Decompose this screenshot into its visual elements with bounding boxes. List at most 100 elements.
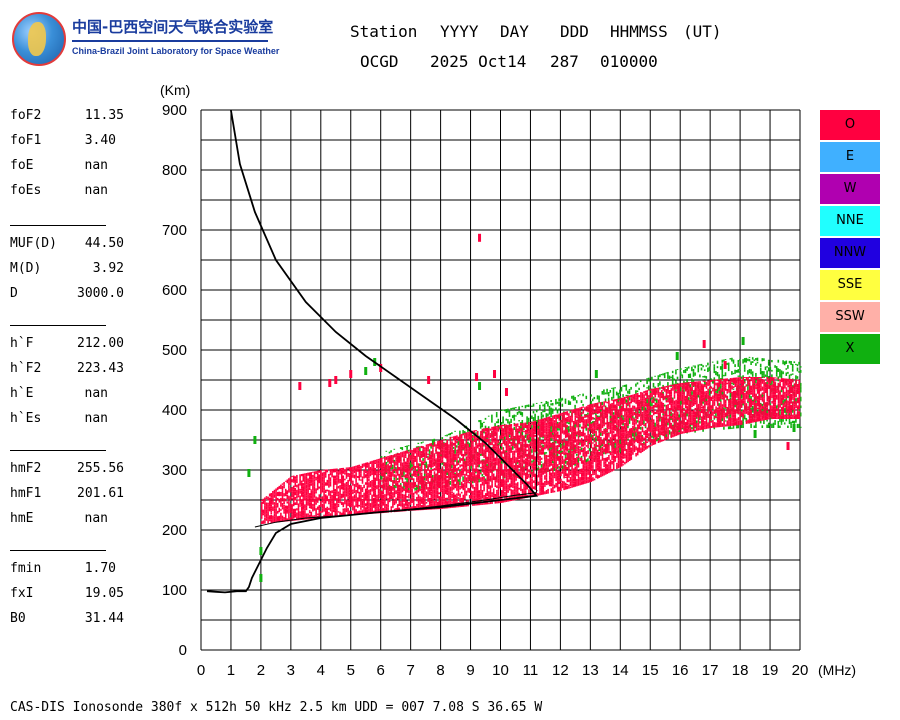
echo-pixel-O	[512, 473, 514, 477]
echo-pixel-O	[547, 467, 549, 470]
echo-pixel-O	[483, 460, 485, 462]
echo-pixel-O	[499, 448, 501, 453]
echo-pixel-O	[323, 490, 325, 494]
echo-pixel-O	[516, 444, 519, 448]
echo-pixel-O	[307, 478, 309, 483]
echo-pixel-O	[372, 491, 375, 494]
echo-pixel-O	[382, 483, 385, 487]
echo-pixel-O	[497, 480, 500, 484]
echo-pixel-O	[436, 455, 439, 460]
echo-pixel-X	[590, 434, 592, 440]
echo-pixel-O	[555, 476, 557, 482]
echo-pixel-O	[483, 501, 485, 505]
echo-pixel-O	[273, 508, 276, 511]
echo-pixel-X	[585, 440, 588, 442]
echo-pixel-O	[377, 470, 380, 474]
echo-pixel-O	[470, 462, 473, 466]
logo-name-english: China-Brazil Joint Laboratory for Space …	[72, 46, 280, 56]
echo-pixel-O	[504, 442, 506, 446]
echo-pixel-O	[307, 487, 309, 489]
echo-pixel-O	[368, 483, 370, 488]
echo-pixel-O	[547, 462, 549, 465]
echo-pixel-X	[545, 413, 548, 418]
echo-pixel-O	[366, 479, 369, 483]
echo-pixel-X	[601, 390, 604, 395]
echo-pixel-O	[323, 476, 325, 480]
echo-pixel-O	[435, 451, 437, 454]
echo-pixel-O	[497, 474, 500, 479]
echo-pixel-O	[476, 487, 479, 491]
echo-pixel-X	[391, 464, 394, 467]
echo-pixel-O	[510, 484, 513, 488]
echo-pixel-O	[481, 432, 484, 435]
echo-pixel-O	[537, 419, 540, 421]
echo-pixel-O	[422, 497, 425, 501]
echo-pixel-O	[283, 501, 285, 505]
echo-pixel-O	[387, 485, 389, 488]
header-label-year: YYYY	[440, 22, 479, 41]
echo-pixel-O	[534, 485, 537, 490]
echo-pixel-O	[440, 459, 442, 464]
echo-pixel-O	[472, 503, 474, 506]
echo-pixel-O	[384, 499, 386, 504]
echo-pixel-O	[360, 470, 362, 474]
echo-pixel-O	[337, 478, 340, 483]
echo-pixel-O	[534, 479, 537, 481]
echo-pixel-X	[622, 417, 624, 423]
echo-pixel-X	[689, 424, 692, 428]
echo-pixel-O	[416, 470, 418, 474]
echo-pixel-X	[766, 424, 768, 428]
param-label: M(D)	[10, 261, 42, 276]
echo-pixel-O	[465, 481, 468, 484]
echo-pixel-X	[743, 415, 746, 420]
echo-pixel-O	[368, 495, 370, 498]
echo-pixel-O	[550, 456, 553, 460]
param-divider	[10, 550, 106, 551]
echo-pixel-O	[537, 430, 540, 436]
echo-pixel-O	[486, 469, 489, 474]
echo-pixel-O	[419, 475, 421, 480]
echo-pixel-O	[532, 425, 535, 429]
echo-pixel-X	[703, 369, 706, 372]
echo-pixel-O	[416, 490, 418, 494]
echo-pixel-X	[566, 426, 568, 431]
echo-pixel-O	[385, 482, 388, 485]
echo-pixel-O	[476, 496, 479, 499]
echo-pixel-O	[545, 425, 548, 428]
echo-pixel-O	[494, 482, 497, 488]
echo-pixel-X	[449, 481, 452, 483]
echo-pixel-X	[550, 425, 552, 430]
echo-pixel-O	[358, 484, 361, 487]
echo-pixel-O	[468, 478, 471, 481]
echo-pixel-O	[440, 446, 442, 449]
echo-pixel-O	[486, 468, 489, 470]
echo-pixel-O	[424, 502, 426, 506]
echo-pixel-O	[547, 434, 549, 439]
echo-pixel-O	[377, 503, 380, 507]
echo-pixel-O	[502, 500, 505, 503]
echo-pixel-X	[761, 408, 764, 411]
echo-pixel-O	[475, 490, 477, 494]
echo-pixel-X	[740, 423, 743, 428]
echo-pixel-O	[427, 487, 429, 492]
echo-pixel-O	[480, 430, 482, 435]
echo-pixel-X	[654, 422, 656, 426]
echo-pixel-X	[524, 405, 527, 409]
echo-pixel-O	[476, 490, 479, 494]
echo-pixel-O	[537, 455, 540, 459]
header-station-code: OCGD	[360, 52, 399, 71]
echo-pixel-O	[401, 489, 404, 493]
echo-pixel-O	[406, 482, 409, 485]
echo-pixel-X	[795, 398, 797, 403]
echo-pixel-O	[297, 510, 300, 516]
echo-pixel-O	[507, 457, 509, 461]
echo-pixel-O	[484, 439, 487, 444]
echo-pixel-O	[475, 445, 477, 450]
echo-pixel-O	[452, 442, 455, 446]
echo-pixel-O	[281, 500, 284, 502]
echo-pixel-X	[451, 432, 453, 435]
echo-pixel-X	[425, 464, 428, 468]
echo-pixel-O	[420, 481, 423, 484]
echo-pixel-O	[353, 466, 356, 471]
echo-pixel-O	[444, 453, 447, 456]
